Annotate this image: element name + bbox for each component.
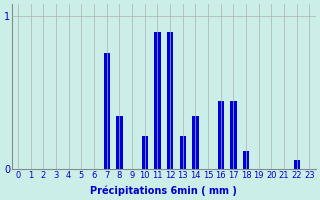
Bar bbox=[192, 116, 198, 169]
Bar bbox=[116, 116, 123, 169]
Bar bbox=[293, 160, 300, 169]
Bar bbox=[141, 136, 148, 169]
Bar bbox=[243, 151, 249, 169]
Bar bbox=[230, 101, 236, 169]
Bar bbox=[154, 32, 161, 169]
Bar bbox=[218, 101, 224, 169]
Bar bbox=[180, 136, 186, 169]
X-axis label: Précipitations 6min ( mm ): Précipitations 6min ( mm ) bbox=[90, 185, 237, 196]
Bar bbox=[167, 32, 173, 169]
Bar bbox=[103, 53, 110, 169]
